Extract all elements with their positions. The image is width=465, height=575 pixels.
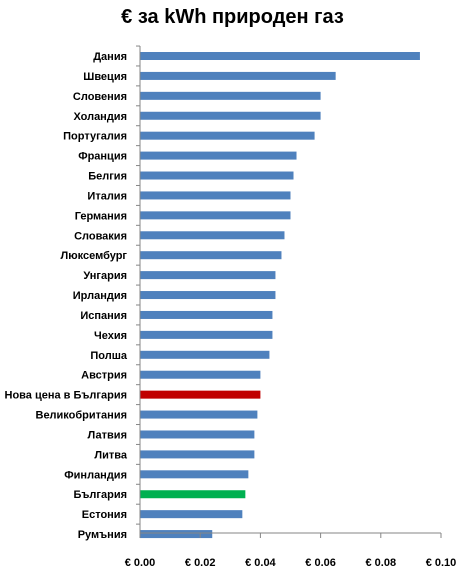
category-label: Швеция — [83, 71, 127, 83]
category-label: Дания — [93, 51, 127, 63]
bar — [140, 410, 258, 419]
bar — [140, 530, 213, 539]
bar — [140, 71, 336, 80]
bar — [140, 490, 246, 499]
x-tick-label: € 0.08 — [366, 557, 397, 569]
bar — [140, 350, 270, 359]
category-label: Словения — [73, 91, 127, 103]
category-label: Нова цена в България — [5, 390, 127, 402]
bar — [140, 231, 285, 240]
bar — [140, 330, 273, 339]
bar — [140, 191, 291, 200]
category-label: Финландия — [64, 469, 127, 481]
bar — [140, 510, 243, 519]
category-label: Испания — [80, 310, 127, 322]
category-label: Унгария — [83, 270, 127, 282]
bar — [140, 310, 273, 319]
category-label: Литва — [94, 449, 127, 461]
bar — [140, 111, 321, 120]
category-label: Германия — [75, 210, 127, 222]
bar — [140, 291, 276, 300]
bar — [140, 390, 261, 399]
bar — [140, 131, 315, 140]
bar — [140, 370, 261, 379]
bar — [140, 251, 282, 260]
bar — [140, 470, 249, 479]
category-label: Австрия — [81, 370, 127, 382]
bar — [140, 211, 291, 220]
category-label: Чехия — [94, 330, 127, 342]
category-label: Полша — [90, 350, 128, 362]
category-label: Люксембург — [61, 250, 128, 262]
bar — [140, 430, 255, 439]
bar — [140, 52, 420, 60]
category-label: Словакия — [74, 230, 127, 242]
category-label: Италия — [87, 190, 127, 202]
bar — [140, 151, 297, 160]
category-label: Франция — [78, 151, 127, 163]
chart-title: € за kWh природен газ — [121, 6, 344, 28]
bar — [140, 450, 255, 459]
category-label: Холандия — [73, 111, 127, 123]
category-label: Белгия — [88, 171, 127, 183]
category-label: Естония — [82, 509, 127, 521]
bar — [140, 271, 276, 280]
x-tick-label: € 0.10 — [426, 557, 457, 569]
category-label: Португалия — [63, 131, 127, 143]
category-label: Румъния — [78, 529, 127, 541]
x-tick-label: € 0.06 — [305, 557, 336, 569]
category-label: Латвия — [88, 429, 127, 441]
category-label: Великобритания — [36, 410, 128, 422]
bar — [140, 91, 321, 100]
x-tick-label: € 0.02 — [185, 557, 216, 569]
category-label: Ирландия — [73, 290, 127, 302]
x-tick-label: € 0.00 — [125, 557, 156, 569]
bar — [140, 171, 294, 180]
category-label: България — [73, 489, 127, 501]
x-tick-label: € 0.04 — [245, 557, 276, 569]
